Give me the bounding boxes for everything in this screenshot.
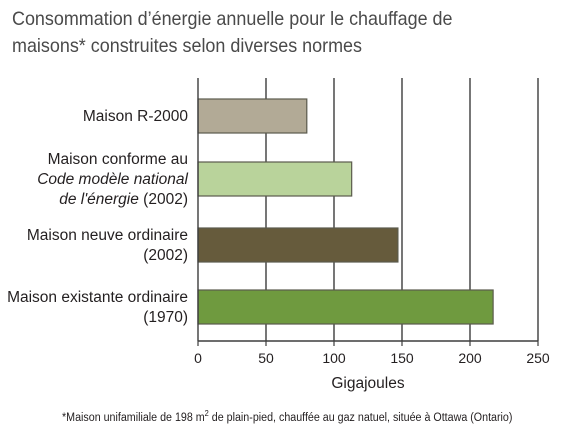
x-tick-label-150: 150	[390, 350, 414, 366]
x-tick-label-200: 200	[458, 350, 482, 366]
x-tick-labels: 0 50 100 150 200 250	[194, 350, 550, 366]
category-label-4-line-2: (1970)	[143, 309, 188, 326]
footnote-text-end: de plain-pied, chauffée au gaz natuel, s…	[208, 411, 513, 424]
x-tick-label-50: 50	[258, 350, 274, 366]
category-label-1-line-1: Maison R-2000	[83, 108, 188, 125]
chart-title-line-2: maisons* construites selon diverses norm…	[12, 35, 362, 57]
bar-4	[197, 289, 494, 325]
footnote: *Maison unifamiliale de 198 m2 de plain-…	[62, 409, 512, 424]
chart-title-line-1: Consommation d’énergie annuelle pour le …	[12, 8, 453, 30]
bar-1	[197, 98, 308, 134]
bar-2	[197, 161, 353, 197]
category-label-4-line-1: Maison existante ordinaire	[7, 289, 188, 306]
category-label-2-line-2: Code modèle national	[37, 171, 188, 188]
x-tick-label-100: 100	[322, 350, 346, 366]
category-labels: Maison R-2000 Maison conforme au Code modè…	[7, 108, 188, 326]
chart-title: Consommation d’énergie annuelle pour le …	[12, 6, 527, 60]
footnote-superscript: 2	[204, 409, 209, 418]
category-label-2-line-3: de l'énergie (2002)	[59, 191, 188, 208]
x-tick-label-250: 250	[526, 350, 550, 366]
x-tick-label-0: 0	[194, 350, 202, 366]
category-label-3-line-1: Maison neuve ordinaire	[27, 227, 188, 244]
bar-3	[197, 227, 399, 263]
category-label-2-part-2: (2002)	[139, 191, 188, 208]
bars	[197, 98, 494, 325]
category-label-2-line-1: Maison conforme au	[48, 151, 188, 168]
category-label-2-part-1: Code modèle national	[37, 171, 188, 188]
category-label-2-part-1: de l'énergie	[59, 191, 139, 208]
footnote-text-start: *Maison unifamiliale de 198 m	[62, 411, 205, 424]
category-label-3-line-2: (2002)	[143, 247, 188, 264]
x-axis-label: Gigajoules	[331, 375, 404, 392]
x-axis	[197, 78, 538, 342]
